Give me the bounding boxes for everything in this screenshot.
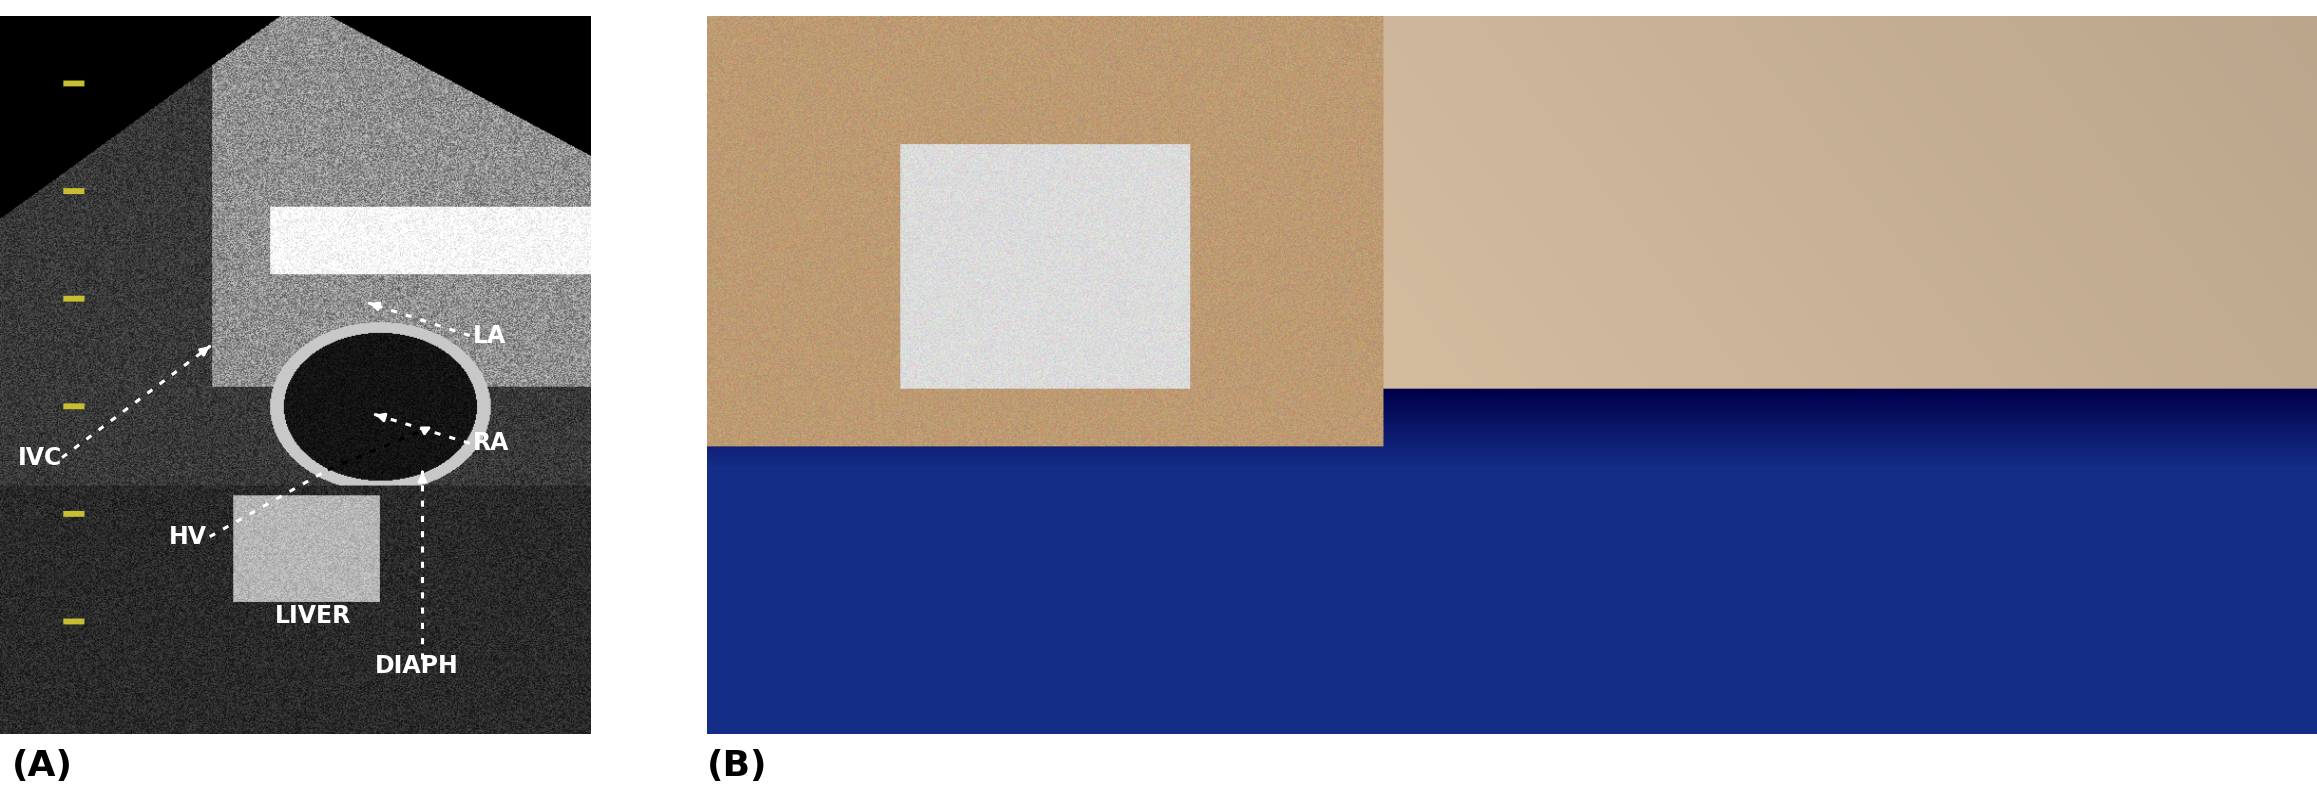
Text: HV: HV bbox=[169, 524, 206, 549]
Text: (A): (A) bbox=[12, 749, 72, 783]
Text: (B): (B) bbox=[707, 749, 767, 783]
Text: DIAPH: DIAPH bbox=[375, 654, 459, 678]
Text: RA: RA bbox=[473, 431, 510, 456]
Text: LIVER: LIVER bbox=[276, 603, 350, 628]
Text: IVC: IVC bbox=[19, 445, 63, 470]
Text: LA: LA bbox=[473, 323, 505, 348]
